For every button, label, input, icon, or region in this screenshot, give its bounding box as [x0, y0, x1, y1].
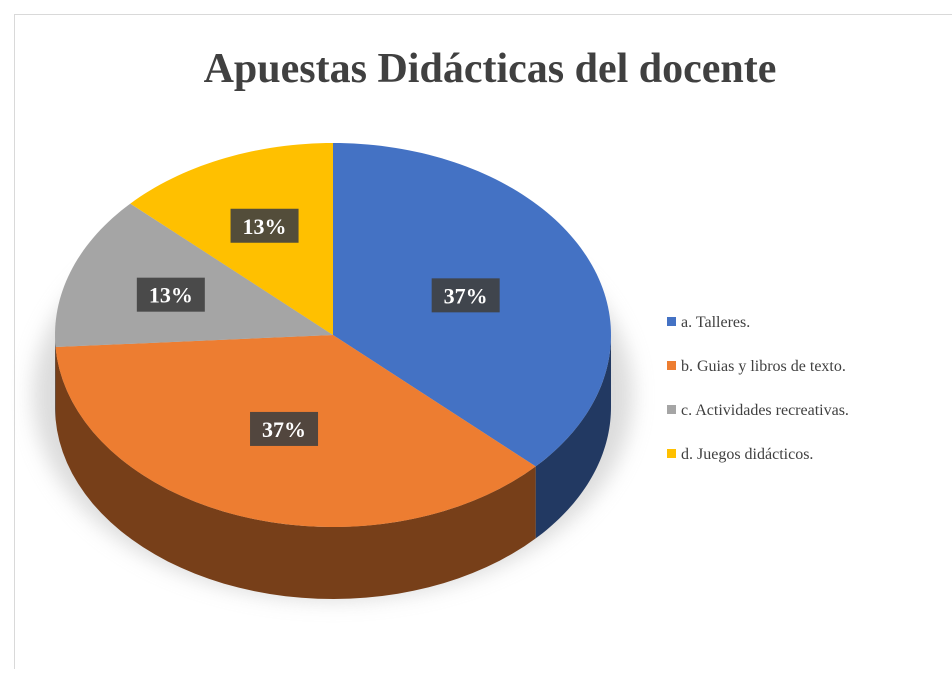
legend-label: d. Juegos didácticos.	[681, 446, 813, 463]
legend-label: a. Talleres.	[681, 314, 750, 331]
legend-swatch	[667, 449, 676, 458]
data-label: 37%	[262, 417, 306, 442]
pie: 37% 37% 13% 13%	[55, 143, 611, 599]
data-label: 13%	[243, 214, 287, 239]
legend-swatch	[667, 361, 676, 370]
slice-side	[55, 335, 56, 419]
legend-label: c. Actividades recreativas.	[681, 402, 849, 419]
legend-swatch	[667, 317, 676, 326]
data-label: 37%	[444, 283, 488, 308]
legend-label: b. Guias y libros de texto.	[681, 358, 846, 375]
data-label: 13%	[149, 283, 193, 308]
legend-swatch	[667, 405, 676, 414]
chart-title: Apuestas Didácticas del docente	[204, 46, 777, 92]
